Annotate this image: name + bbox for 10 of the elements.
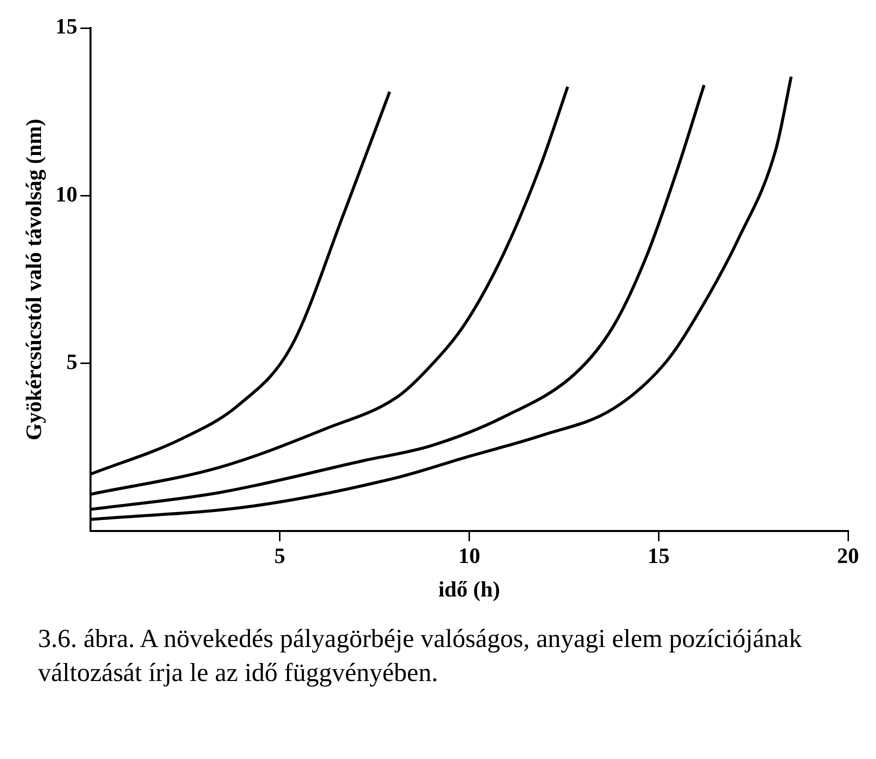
x-tick-label: 10 xyxy=(458,543,480,568)
text: 3.6. ábra. A növekedés pályagörbéje valóságos, anyagi elem pozíciójának változását írja le az idő függvényében. xyxy=(37,623,803,689)
x-tick-label: 5 xyxy=(274,543,286,568)
y-tick-label: 15 xyxy=(55,14,78,39)
y-tick-label: 5 xyxy=(66,349,78,374)
y-axis-title: Gyökércsúcstól való távolság (nm) xyxy=(20,118,46,440)
x-tick-label: 15 xyxy=(648,543,670,568)
x-tick-label: 20 xyxy=(837,543,859,568)
y-tick-label: 10 xyxy=(55,181,78,206)
x-axis-title: idő (h) xyxy=(438,576,500,602)
